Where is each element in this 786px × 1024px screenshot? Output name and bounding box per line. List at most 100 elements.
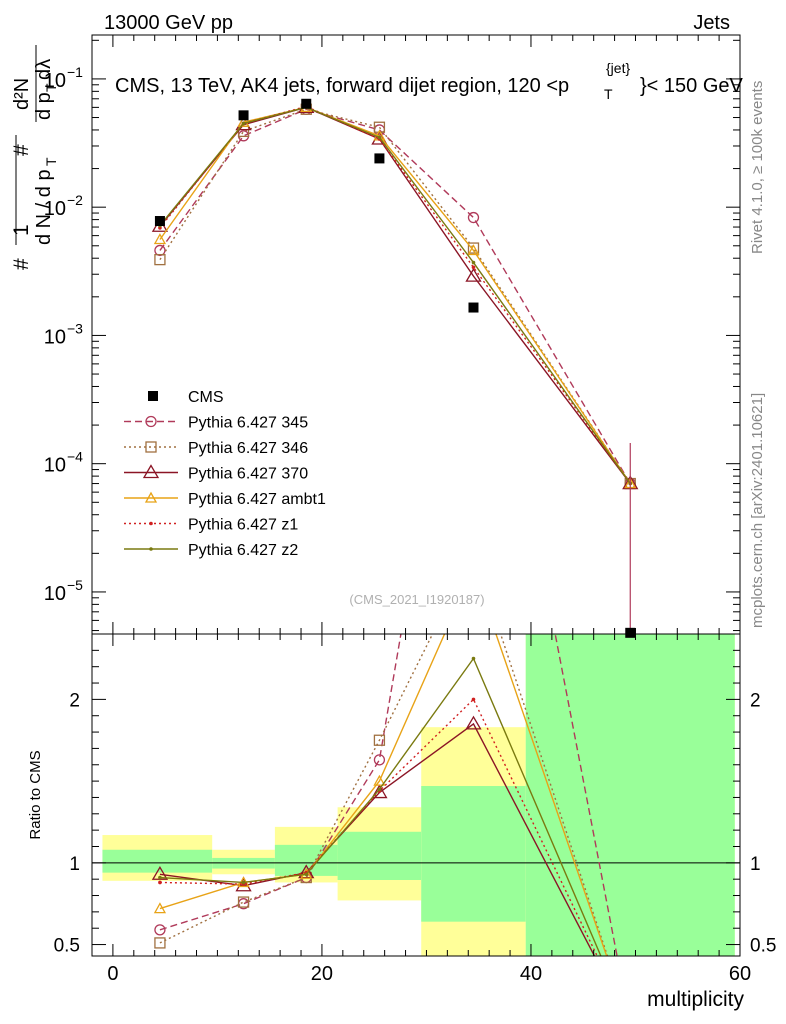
legend-swatch-marker xyxy=(145,441,157,453)
y-tick-label-10^-3: 10 −3 xyxy=(44,320,83,348)
legend-label: Pythia 6.427 346 xyxy=(188,440,308,457)
legend-swatch-marker xyxy=(144,491,158,503)
green-band-bin-3 xyxy=(337,831,422,880)
legend-entry-cms: CMS xyxy=(148,389,224,406)
ratio-ylabel: Ratio to CMS xyxy=(27,750,44,839)
legend-swatch-marker xyxy=(149,547,153,551)
series-line-pythia-6-427-z2 xyxy=(159,106,631,484)
ratio-marker-pythia-6-427-346-3 xyxy=(373,734,386,746)
y-tick-label-10^-1: 10 −1 xyxy=(44,64,83,92)
cms-data-point-2 xyxy=(301,98,312,109)
series-marker-pythia-6-427-370-4 xyxy=(465,267,482,282)
ratio-marker-pythia-6-427-ambt1-0 xyxy=(153,902,167,914)
green-band-bin-0 xyxy=(102,849,213,873)
legend-swatch-marker xyxy=(145,415,157,428)
series-marker-pythia-6-427-z2-1 xyxy=(241,121,246,126)
legend-entry-pythia-6-427-345: Pythia 6.427 345 xyxy=(124,415,308,432)
series-marker-pythia-6-427-346-4 xyxy=(467,242,480,254)
legend-label: CMS xyxy=(188,389,224,406)
y-tick-label-base: 10 xyxy=(44,198,66,220)
series-marker-pythia-6-427-z2-3 xyxy=(377,135,382,140)
legend-swatch-marker xyxy=(142,464,160,479)
x-axis-label: multiplicity xyxy=(647,988,744,1011)
ratio-marker-pythia-6-427-ambt1-4 xyxy=(468,564,478,573)
y-tick-label-base: 10 xyxy=(44,455,66,477)
mcplots-label: mcplots.cern.ch [arXiv:2401.10621] xyxy=(749,393,766,628)
x-tick-label-20: 20 xyxy=(311,963,333,985)
cms-data-point-4 xyxy=(468,302,479,313)
ylabel-d2n: d²N xyxy=(11,78,33,110)
y-tick-label-exp: −3 xyxy=(67,320,83,336)
title-sub-t: T xyxy=(604,86,613,102)
legend: CMS Pythia 6.427 345 Pythia 6.427 346 Pythi… xyxy=(124,389,326,559)
y-tick-label-base: 10 xyxy=(44,326,66,348)
series-marker-pythia-6-427-z1-4 xyxy=(471,265,476,270)
ratio-ytick-label-left-2: 2 xyxy=(69,690,80,711)
cms-data-points xyxy=(154,98,636,638)
y-tick-label-exp: −4 xyxy=(67,449,83,465)
y-tick-label-10^-4: 10 −4 xyxy=(44,449,83,477)
legend-entry-pythia-6-427-ambt1: Pythia 6.427 ambt1 xyxy=(124,491,326,508)
cms-data-point-5 xyxy=(625,627,636,638)
ratio-marker-pythia-6-427-345-3 xyxy=(373,754,386,766)
ratio-marker-pythia-6-427-345-0 xyxy=(154,924,166,936)
ylabel-dlambda: dλ xyxy=(33,59,55,80)
ratio-ytick-label-left-1: 1 xyxy=(69,854,80,875)
series-line-pythia-6-427-346 xyxy=(159,108,631,484)
x-tick-label-60: 60 xyxy=(729,963,751,985)
y-tick-label-exp: −5 xyxy=(67,577,83,593)
x-tick-label-40: 40 xyxy=(520,963,542,985)
series-marker-pythia-6-427-345-4 xyxy=(467,211,480,224)
ratio-marker-pythia-6-427-346-1 xyxy=(237,896,250,908)
legend-label: Pythia 6.427 z1 xyxy=(188,517,298,534)
legend-entry-pythia-6-427-z1: Pythia 6.427 z1 xyxy=(124,517,298,534)
ratio-marker-pythia-6-427-z2-3 xyxy=(377,787,382,792)
header-right: Jets xyxy=(693,12,730,34)
title-end-part: }< 150 GeV xyxy=(640,75,744,97)
ratio-ytick-label-left-0.5: 0.5 xyxy=(54,936,80,957)
ratio-marker-pythia-6-427-ambt1-2 xyxy=(300,867,313,879)
ylabel-t1: T xyxy=(43,157,59,166)
series-marker-pythia-6-427-345-0 xyxy=(154,244,166,257)
green-band-bin-4 xyxy=(421,786,526,922)
ratio-marker-pythia-6-427-346-4 xyxy=(468,547,478,557)
y-tick-label-base: 10 xyxy=(44,70,66,92)
ratio-marker-pythia-6-427-346-0 xyxy=(154,937,166,949)
legend-entry-pythia-6-427-z2: Pythia 6.427 z2 xyxy=(124,542,298,559)
ratio-marker-pythia-6-427-z1-4 xyxy=(471,697,476,702)
legend-swatch-marker xyxy=(149,521,153,526)
main-ylabel: # 1 d N / d p T # d²N d p T dλ xyxy=(10,45,59,270)
y-tick-label-10^-5: 10 −5 xyxy=(44,577,83,605)
rivet-version-label: Rivet 4.1.0, ≥ 100k events xyxy=(749,81,766,254)
legend-entry-pythia-6-427-370: Pythia 6.427 370 xyxy=(124,464,308,483)
series-marker-pythia-6-427-ambt1-4 xyxy=(467,244,480,256)
cms-data-point-1 xyxy=(238,110,249,121)
series-marker-pythia-6-427-346-0 xyxy=(154,253,166,266)
analysis-label: (CMS_2021_I1920187) xyxy=(349,592,484,607)
main-title: CMS, 13 TeV, AK4 jets, forward dijet reg… xyxy=(115,60,744,102)
series-marker-pythia-6-427-z2-4 xyxy=(471,260,476,265)
y-tick-label-10^-2: 10 −2 xyxy=(44,192,83,220)
ratio-marker-pythia-6-427-z2-4 xyxy=(471,656,476,661)
y-tick-label-exp: −1 xyxy=(67,64,83,80)
ylabel-dpt: d p xyxy=(33,92,55,120)
ratio-ytick-label-right-1: 1 xyxy=(750,854,761,875)
y-tick-label-exp: −2 xyxy=(67,192,83,208)
ratio-marker-pythia-6-427-ambt1-3 xyxy=(373,774,386,786)
legend-label: Pythia 6.427 z2 xyxy=(188,542,298,559)
ratio-series-lines xyxy=(151,547,618,956)
ratio-marker-pythia-6-427-z2-1 xyxy=(241,880,246,885)
ratio-line-pythia-6-427-z2 xyxy=(159,657,602,956)
legend-label: Pythia 6.427 370 xyxy=(188,466,308,483)
title-main-part: CMS, 13 TeV, AK4 jets, forward dijet reg… xyxy=(115,75,569,97)
ratio-marker-pythia-6-427-370-3 xyxy=(371,784,388,799)
x-tick-label-0: 0 xyxy=(107,963,118,985)
ratio-marker-pythia-6-427-z1-0 xyxy=(158,880,162,885)
series-line-pythia-6-427-345 xyxy=(159,108,631,484)
ylabel-hash-1: # xyxy=(10,258,33,270)
cms-data-point-0 xyxy=(154,216,165,227)
legend-label: Pythia 6.427 345 xyxy=(188,415,308,432)
series-marker-pythia-6-427-ambt1-1 xyxy=(237,115,250,127)
